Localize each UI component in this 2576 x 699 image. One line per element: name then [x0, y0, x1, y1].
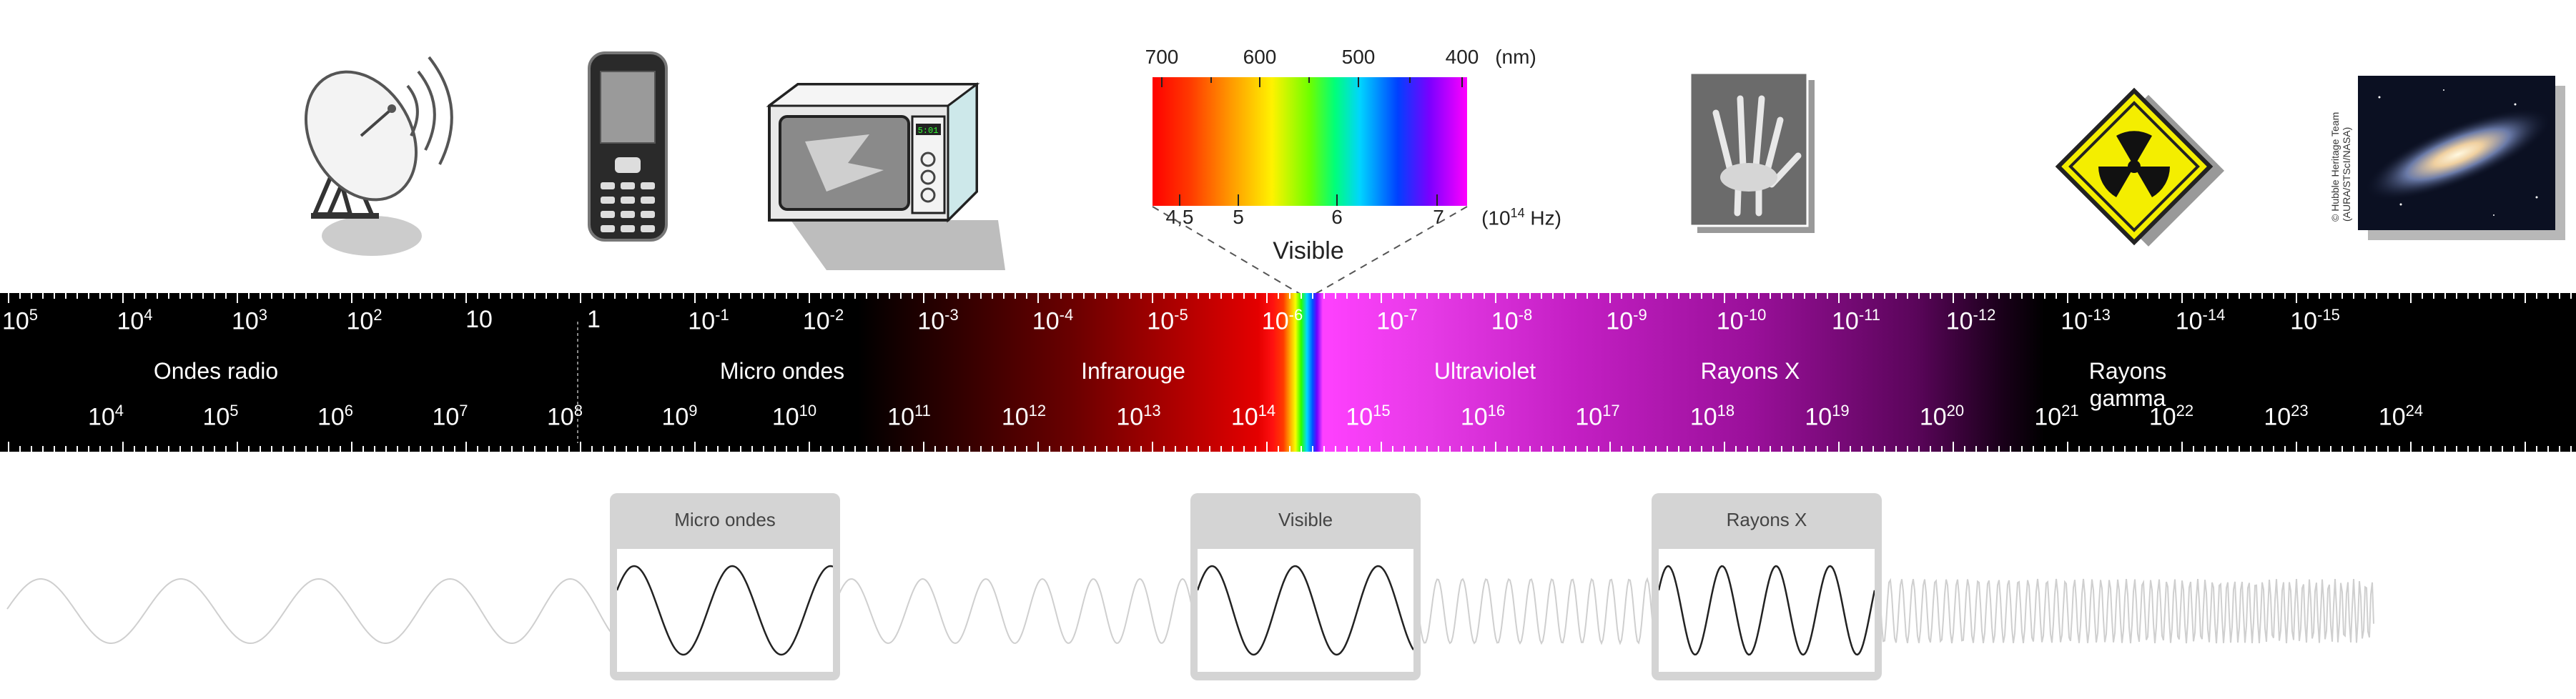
frequency-tick-label: 104 [87, 402, 124, 431]
spectrum-ticks [8, 293, 2572, 452]
frequency-tick-label: 1011 [887, 402, 931, 431]
credit-line-2: (AURA/STScI/NASA) [2341, 127, 2352, 222]
svg-text:5:01: 5:01 [918, 126, 939, 136]
frequency-tick-label: 1024 [2378, 402, 2424, 431]
frequency-tick-label: 1017 [1575, 402, 1620, 431]
wavelength-tick-label: 10-5 [1147, 306, 1188, 335]
nm-unit-label: (nm) [1495, 46, 1536, 68]
frequency-tick-label: 1012 [1001, 402, 1047, 431]
wavelength-tick-label: 10-10 [1716, 306, 1767, 335]
wavelength-tick-label: 105 [1, 306, 39, 335]
panel-title: Micro ondes [674, 509, 776, 530]
wavelength-tick-label: 1 [587, 306, 601, 333]
frequency-tick-label: 108 [546, 402, 583, 431]
frequency-tick-label: 1021 [2034, 402, 2079, 431]
wavelength-tick-label: 10-6 [1261, 306, 1303, 335]
wavelength-tick-label: 10 [465, 306, 493, 333]
frequency-tick-label: 1014 [1230, 402, 1276, 431]
nm-label: 500 [1341, 46, 1376, 68]
frequency-tick-label: 1016 [1460, 402, 1506, 431]
wavelength-tick-label: 10-13 [2061, 306, 2111, 335]
panel-microwave: Micro ondes [610, 493, 840, 680]
wavelength-tick-label: 10-4 [1032, 306, 1074, 335]
visible-spectrum-ticks [1161, 77, 1463, 206]
frequency-tick-label: 1013 [1116, 402, 1161, 431]
region-label-infrared: Infrarouge [1081, 358, 1185, 384]
image-credit: © Hubble Heritage Team (AURA/STScI/NASA) [2329, 112, 2352, 222]
wavelength-tick-label: 10-11 [1832, 306, 1880, 335]
wavelength-tick-label: 104 [117, 306, 153, 335]
region-label-radio: Ondes radio [153, 358, 279, 384]
wavelength-tick-label: 10-15 [2290, 306, 2340, 335]
xray-hand-icon [1687, 70, 1816, 234]
panel-title: Rayons X [1726, 509, 1807, 530]
visible-spectrum-bar [1153, 77, 1467, 206]
hz-label: 5 [1233, 206, 1244, 228]
satellite-dish-icon [272, 43, 472, 272]
panel-wave [1198, 549, 1413, 672]
mobile-phone-icon [585, 50, 671, 243]
spectrum-band [0, 293, 2576, 452]
hz-unit-label: (1014 Hz) [1481, 206, 1561, 229]
frequency-tick-label: 107 [432, 402, 468, 431]
wavelength-tick-label: 10-8 [1491, 306, 1533, 335]
region-label-ultraviolet: Ultraviolet [1433, 358, 1536, 384]
wavelength-tick-label: 102 [346, 306, 383, 335]
frequency-tick-label: 1022 [2148, 402, 2194, 431]
panel-wave [1659, 549, 1875, 672]
visible-zoom-lines [1152, 206, 1468, 294]
wavelength-tick-label: 10-14 [2175, 306, 2226, 335]
panel-title: Visible [1278, 509, 1333, 530]
frequency-tick-label: 1010 [771, 402, 817, 431]
region-label-gamma: Rayons gamma [2088, 358, 2167, 411]
wavelength-tick-label: 10-1 [688, 306, 729, 335]
frequency-tick-label: 1018 [1689, 402, 1735, 431]
frequency-tick-label: 1023 [2264, 402, 2309, 431]
credit-line-1: © Hubble Heritage Team [2329, 111, 2341, 222]
region-label-xray: Rayons X [1700, 358, 1800, 384]
wavelength-tick-label: 103 [231, 306, 268, 335]
visible-caption: Visible [1273, 237, 1344, 264]
wavelength-tick-label: 10-9 [1606, 306, 1647, 335]
nm-label: 600 [1243, 46, 1277, 68]
panel-wave [617, 549, 833, 672]
wavelength-tick-label: 10-2 [802, 306, 844, 335]
wavelength-tick-label: 10-7 [1376, 306, 1418, 335]
radiation-hazard-icon [2045, 77, 2231, 263]
galaxy-image [2358, 76, 2565, 240]
microwave-oven-icon: 5:01 [762, 77, 1012, 277]
frequency-tick-label: 109 [661, 402, 698, 431]
wavelength-tick-label: 10-12 [1945, 306, 1996, 335]
frequency-tick-label: 1020 [1919, 402, 1965, 431]
hz-label: 4,5 [1165, 206, 1194, 228]
region-label-microwave: Micro ondes [719, 358, 845, 384]
frequency-tick-label: 1019 [1805, 402, 1850, 431]
nm-label: 400 [1445, 46, 1479, 68]
frequency-tick-label: 105 [202, 402, 239, 431]
wavelength-tick-label: 10-3 [917, 306, 959, 335]
frequency-tick-label: 106 [317, 402, 354, 431]
hz-label: 7 [1433, 206, 1444, 228]
panel-visible: Visible [1190, 493, 1421, 680]
panel-xray: Rayons X [1652, 493, 1882, 680]
nm-label: 700 [1145, 46, 1179, 68]
hz-label: 6 [1331, 206, 1343, 228]
frequency-tick-label: 1015 [1346, 402, 1391, 431]
